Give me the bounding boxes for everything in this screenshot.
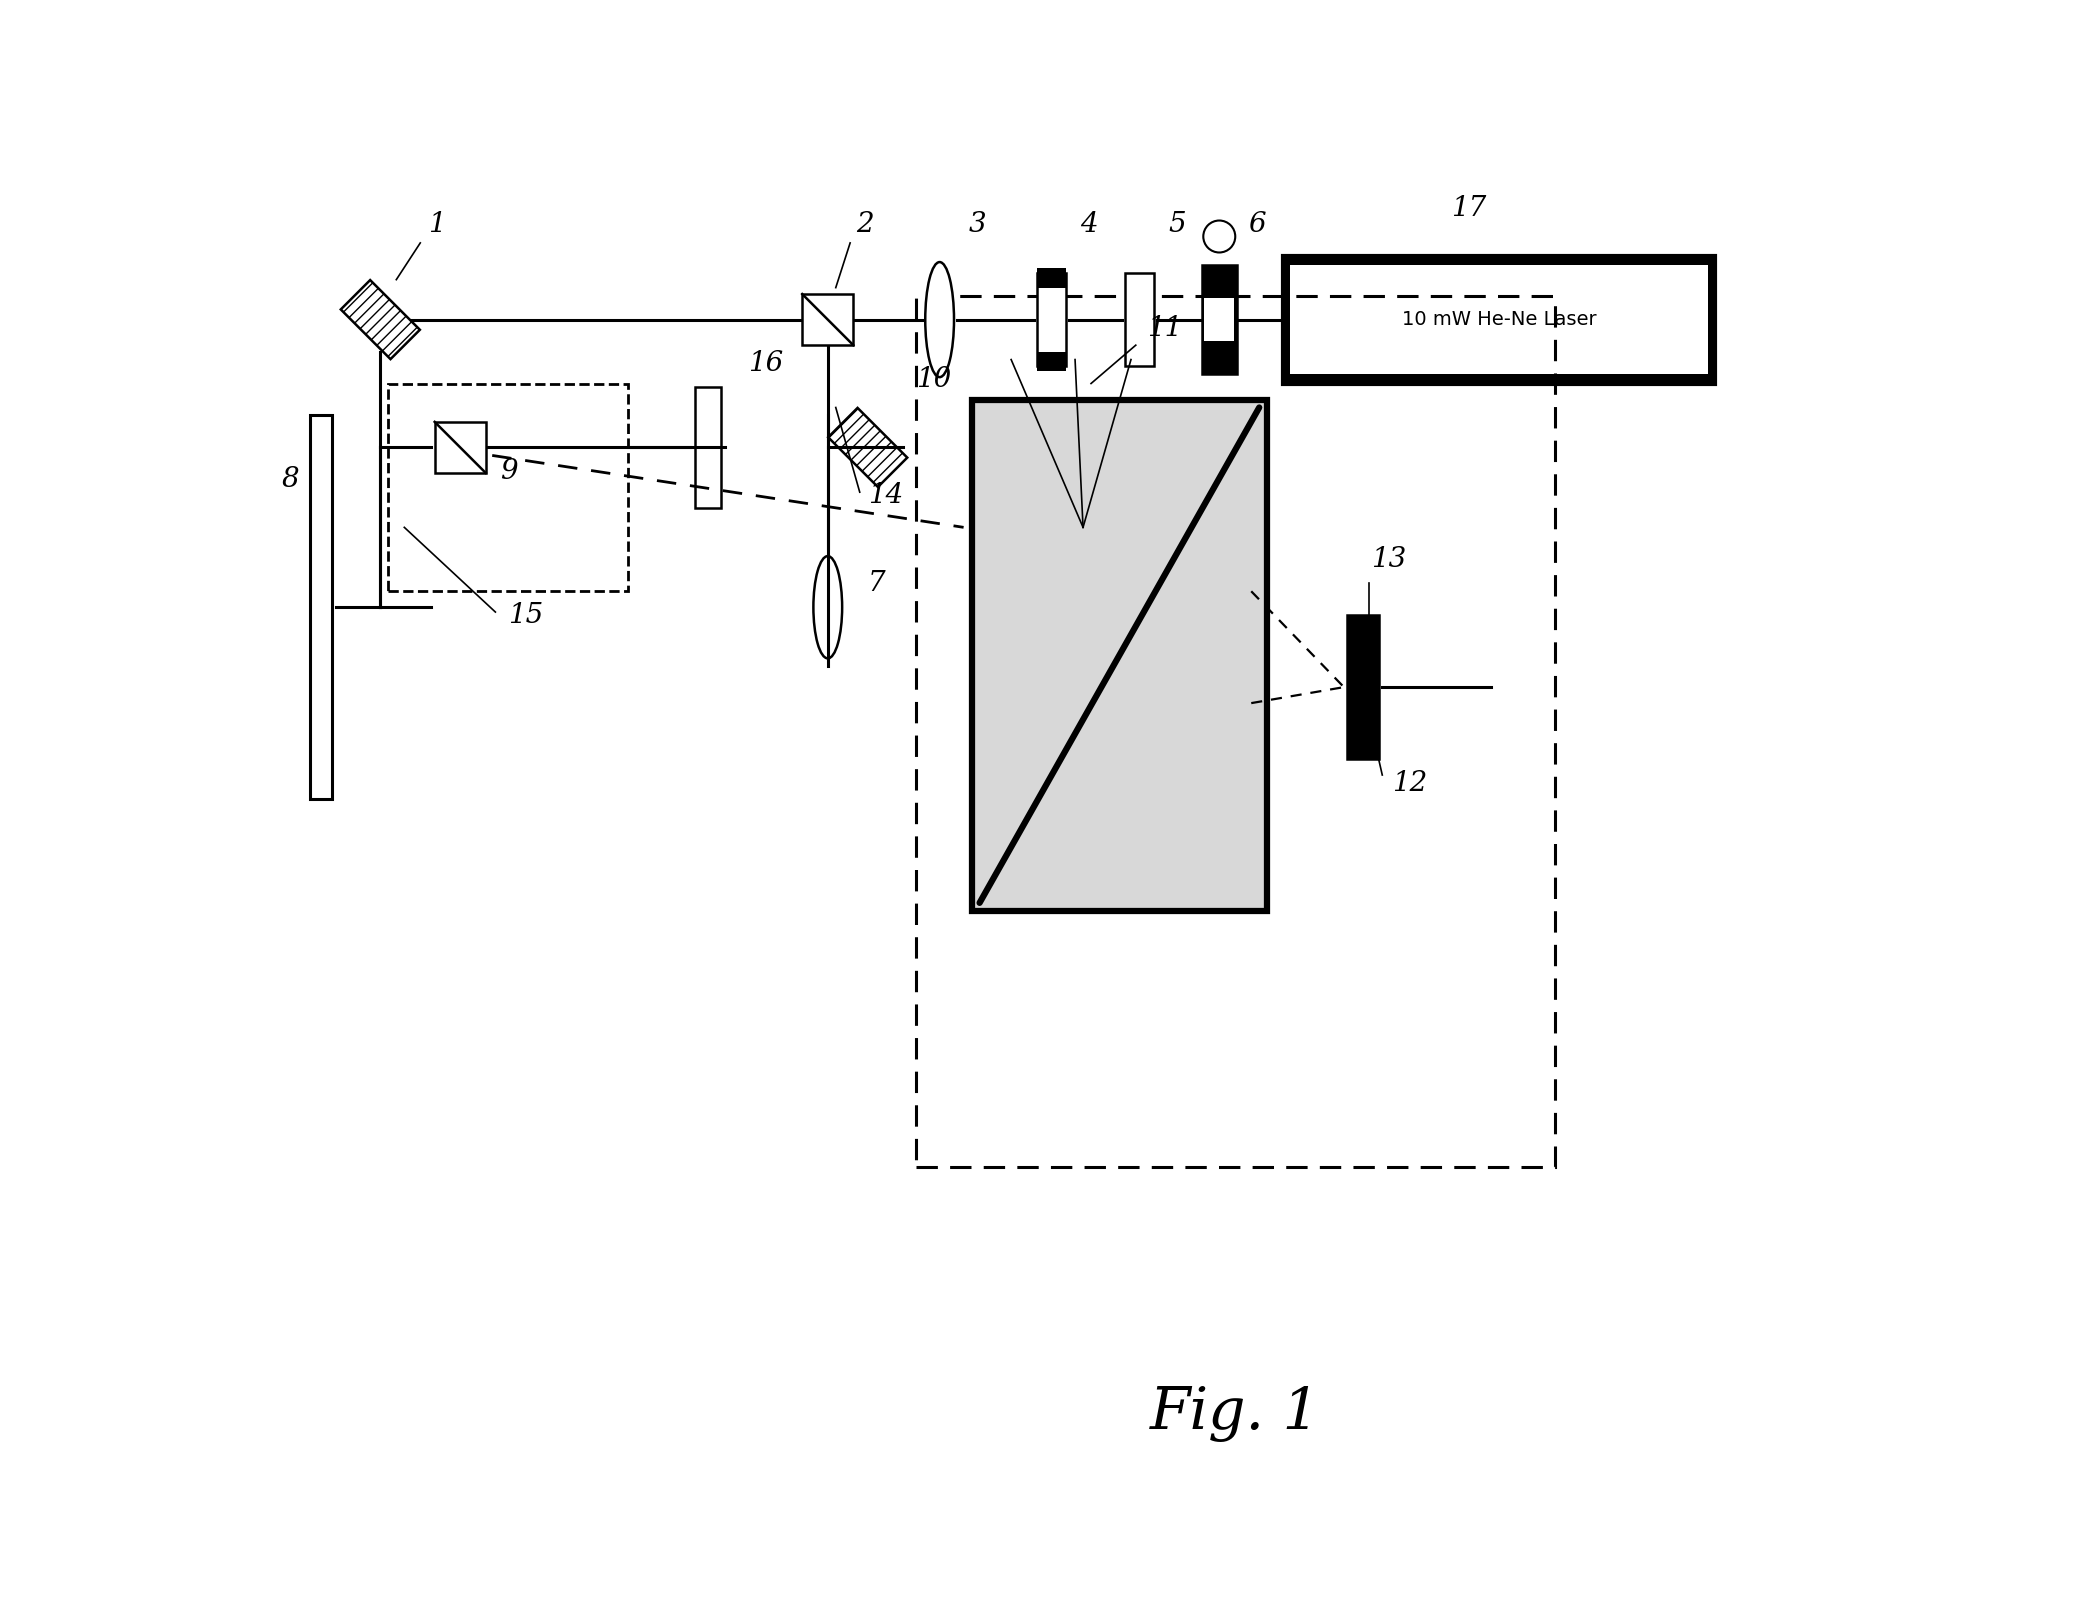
Text: 6: 6 <box>1248 211 1265 238</box>
Bar <box>1204 297 1233 342</box>
Bar <box>1202 265 1238 374</box>
Text: 2: 2 <box>856 211 874 238</box>
Text: 17: 17 <box>1450 195 1486 222</box>
Text: 5: 5 <box>1169 211 1185 238</box>
Bar <box>434 422 486 473</box>
Bar <box>801 294 854 345</box>
Text: 14: 14 <box>868 483 904 510</box>
Bar <box>916 296 1555 1167</box>
Bar <box>1037 268 1066 288</box>
Text: Fig. 1: Fig. 1 <box>1150 1385 1321 1443</box>
Bar <box>695 387 720 508</box>
Bar <box>1346 615 1380 759</box>
Text: 13: 13 <box>1371 547 1407 574</box>
Polygon shape <box>829 407 908 487</box>
Text: 15: 15 <box>507 602 543 630</box>
Bar <box>311 415 332 799</box>
Text: 7: 7 <box>868 570 885 598</box>
Ellipse shape <box>925 262 954 377</box>
Text: 10: 10 <box>916 366 952 393</box>
Text: 12: 12 <box>1392 770 1428 797</box>
Bar <box>388 384 628 591</box>
Bar <box>1037 352 1066 371</box>
Text: 16: 16 <box>747 350 783 377</box>
Text: 1: 1 <box>428 211 447 238</box>
Polygon shape <box>340 280 419 360</box>
Text: 10 mW He-Ne Laser: 10 mW He-Ne Laser <box>1402 310 1597 329</box>
Ellipse shape <box>814 556 843 658</box>
Bar <box>1290 265 1709 374</box>
Bar <box>1037 273 1066 366</box>
Text: 4: 4 <box>1081 211 1098 238</box>
Text: 3: 3 <box>968 211 985 238</box>
Bar <box>973 400 1267 911</box>
Text: 8: 8 <box>282 467 298 494</box>
Bar <box>1284 256 1716 384</box>
Text: 9: 9 <box>501 459 518 486</box>
Bar <box>1125 273 1154 366</box>
Text: 11: 11 <box>1148 315 1181 342</box>
